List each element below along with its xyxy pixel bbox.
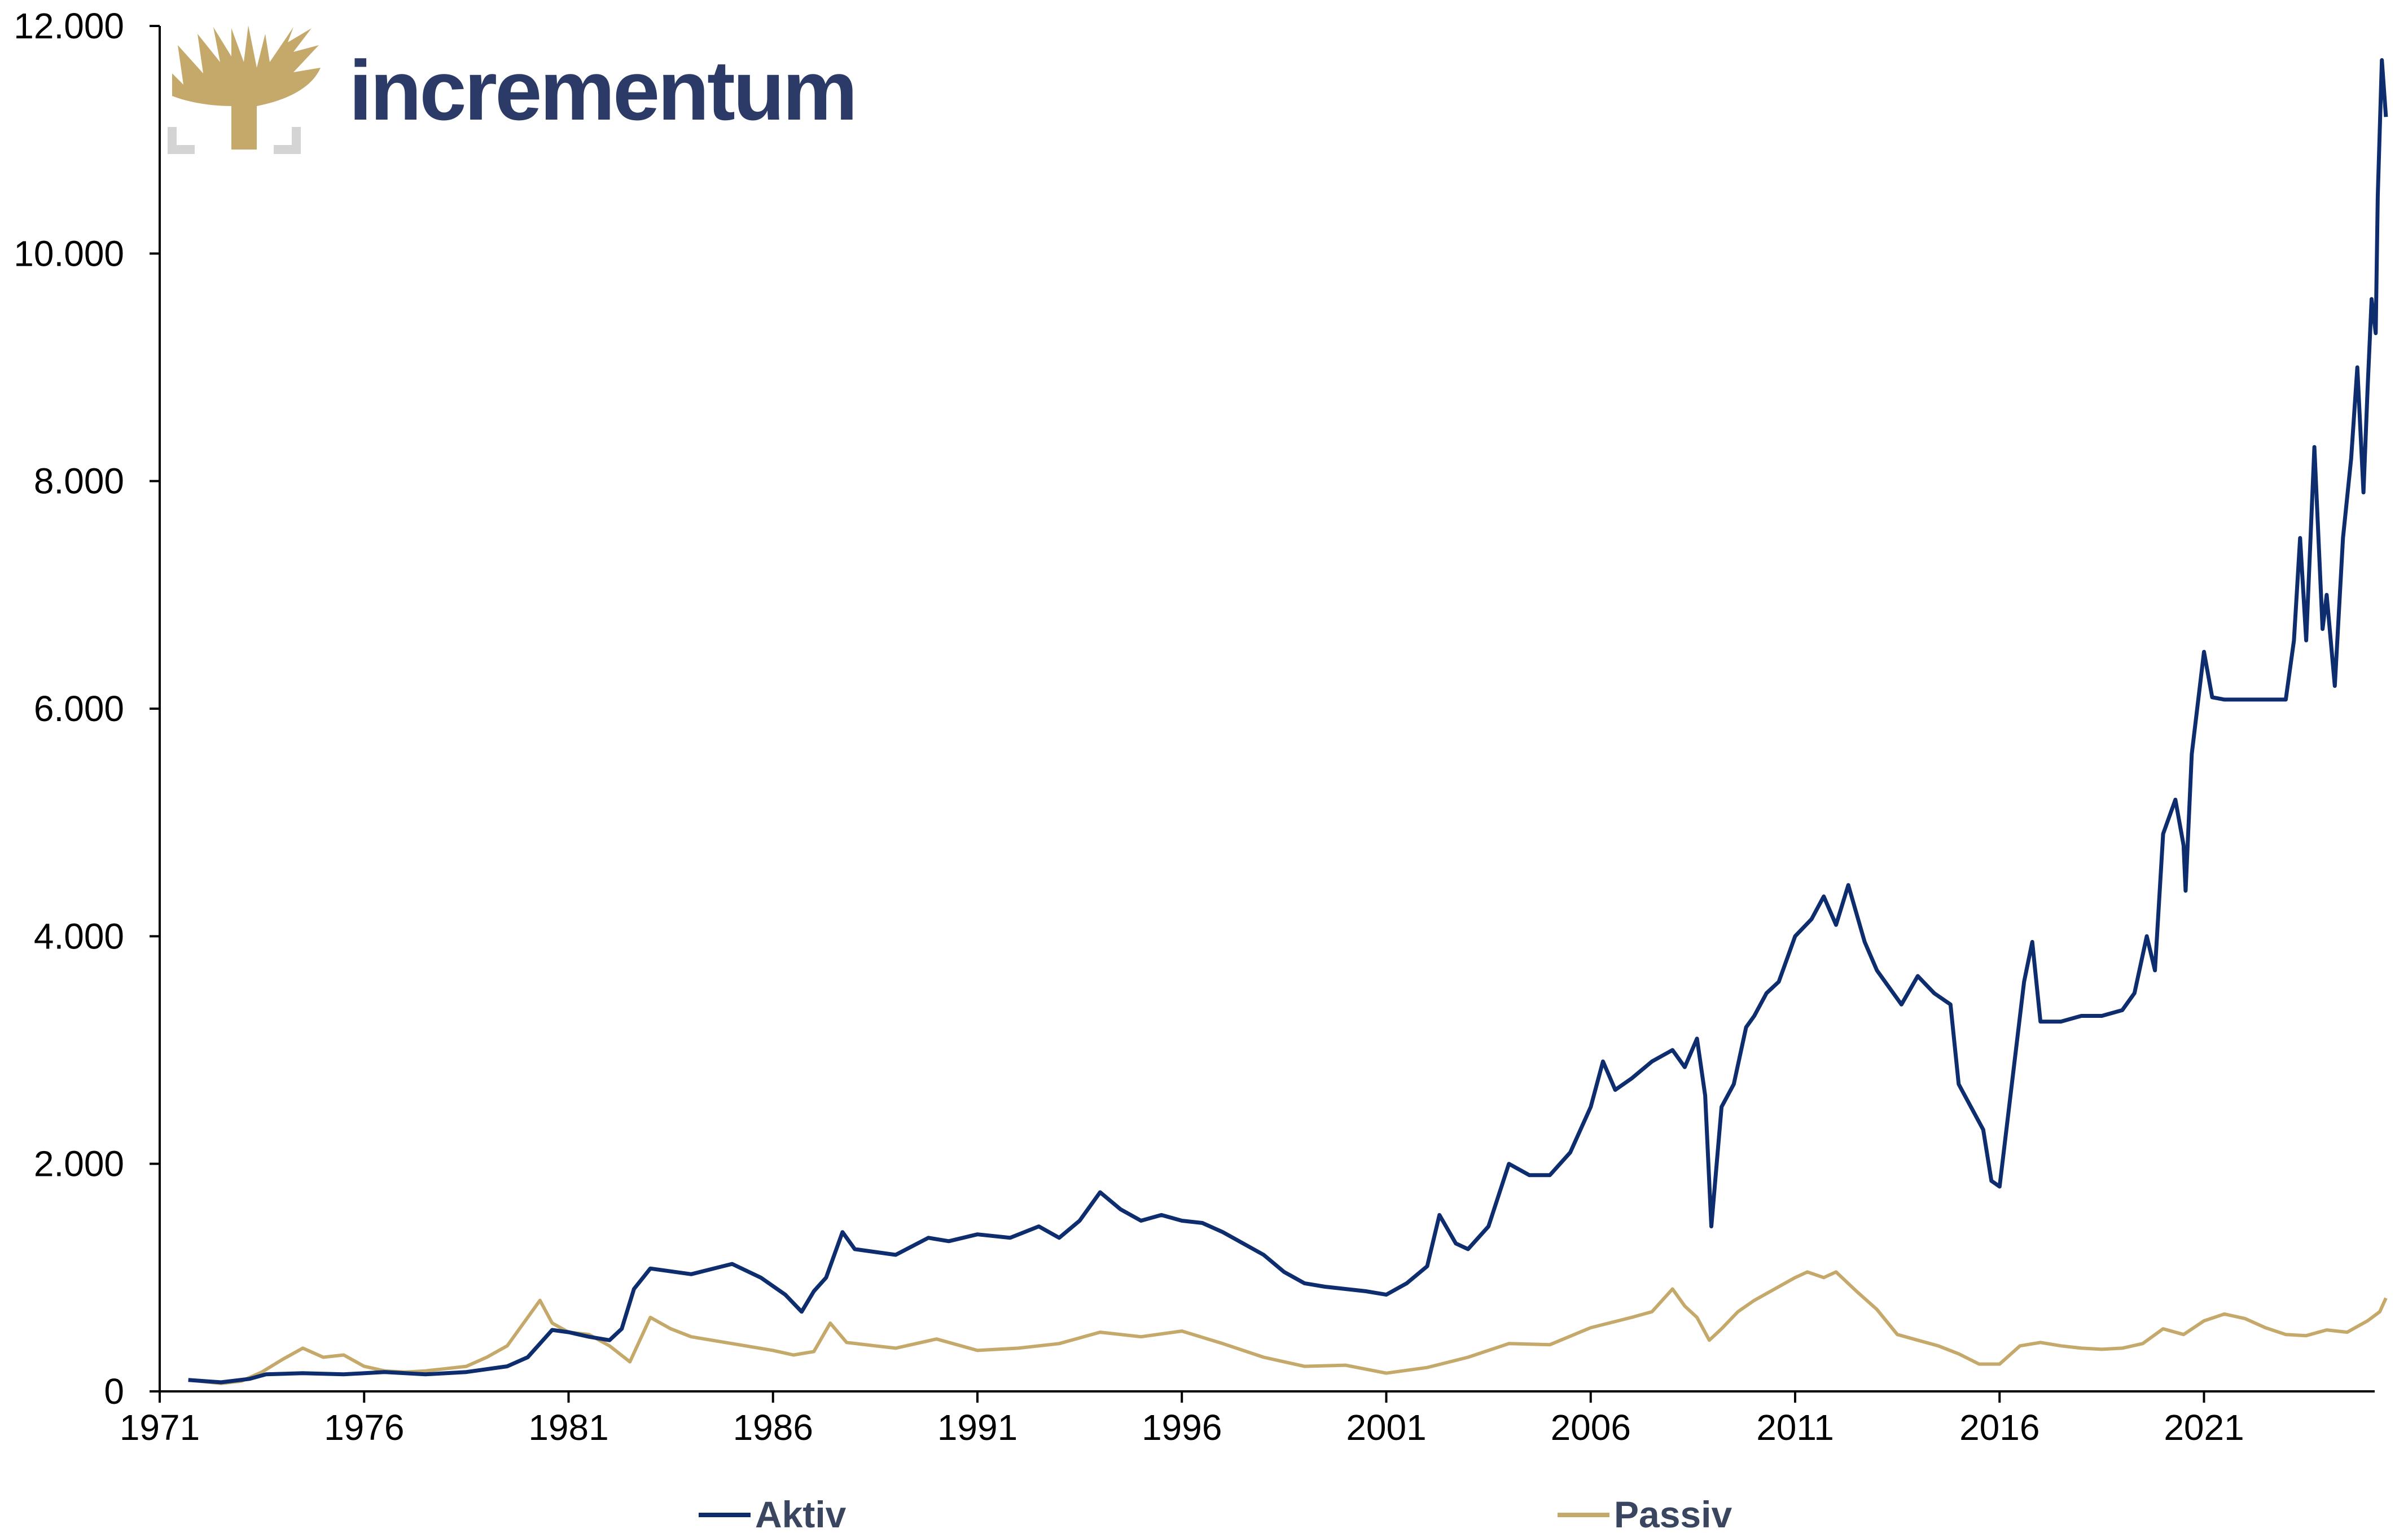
x-tick-label: 1981 bbox=[528, 1407, 608, 1448]
brand-logo: incrementum bbox=[168, 25, 858, 154]
y-tick-label: 6.000 bbox=[34, 688, 124, 729]
x-tick-label: 2001 bbox=[1346, 1407, 1426, 1448]
y-tick-label: 10.000 bbox=[14, 233, 124, 274]
legend-item-passiv: Passiv bbox=[1558, 1494, 1732, 1533]
y-tick-label: 2.000 bbox=[34, 1144, 124, 1184]
y-tick-label: 8.000 bbox=[34, 461, 124, 502]
x-tick-label: 1971 bbox=[120, 1407, 200, 1448]
x-tick-label: 2011 bbox=[1756, 1407, 1834, 1448]
x-tick-label: 1976 bbox=[324, 1407, 404, 1448]
brand-name: incrementum bbox=[349, 43, 856, 138]
x-tick-label: 2016 bbox=[1959, 1407, 2039, 1448]
series-line-aktiv bbox=[188, 58, 2388, 1385]
y-tick-label: 4.000 bbox=[34, 916, 124, 956]
y-tick-label: 12.000 bbox=[14, 6, 124, 46]
x-tick-label: 1986 bbox=[733, 1407, 813, 1448]
x-tick-label: 1996 bbox=[1142, 1407, 1222, 1448]
legend-label-passiv: Passiv bbox=[1614, 1494, 1732, 1533]
x-tick-label: 2006 bbox=[1551, 1407, 1631, 1448]
legend: Aktiv Passiv bbox=[699, 1494, 1732, 1533]
x-tick-label: 2021 bbox=[2164, 1407, 2244, 1448]
x-tick-label: 1991 bbox=[937, 1407, 1017, 1448]
x-axis-ticks: 1971 1976 1981 1986 1991 1996 2001 2006 2011 2016… bbox=[120, 1391, 2244, 1448]
y-axis-ticks: 0 2.000 4.000 6.000 8.000 10.000 12.000 bbox=[14, 6, 160, 1412]
legend-item-aktiv: Aktiv bbox=[699, 1494, 846, 1533]
legend-label-aktiv: Aktiv bbox=[755, 1494, 846, 1533]
series-line-passiv bbox=[188, 1270, 2388, 1385]
y-tick-label: 0 bbox=[104, 1371, 124, 1412]
tree-logo-icon bbox=[168, 25, 321, 154]
